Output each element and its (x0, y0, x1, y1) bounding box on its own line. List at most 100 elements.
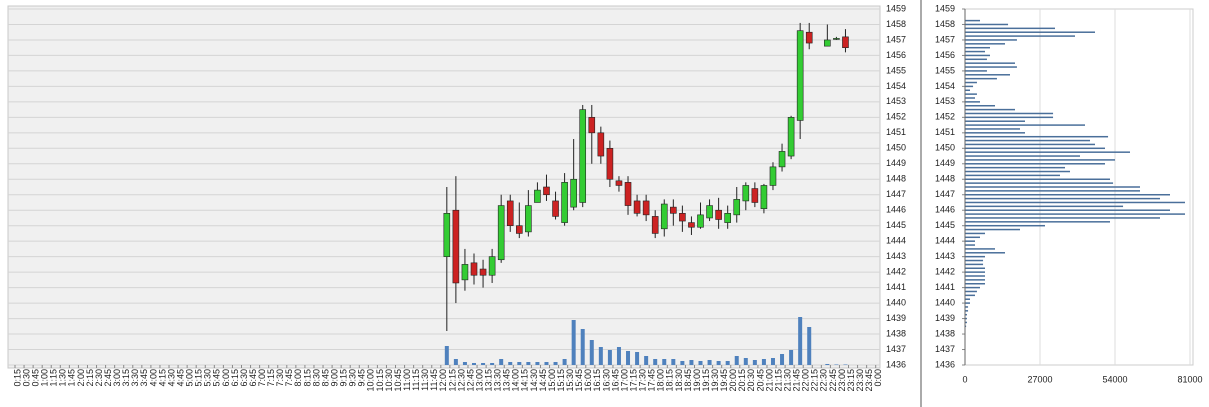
candle-body (470, 262, 478, 276)
x-tick-label: 13:15 (483, 369, 493, 392)
candle-body (615, 180, 623, 186)
volume-bar (734, 356, 739, 365)
candle-body (651, 216, 659, 234)
x-tick-label: 19:30 (710, 369, 720, 392)
y-tick-label: 1454 (886, 81, 906, 91)
profile-bar (965, 77, 997, 80)
profile-bar (965, 151, 1130, 153)
candle-body (760, 185, 768, 209)
y-tick-label: 1437 (935, 344, 955, 354)
volume-bar (508, 362, 513, 365)
x-tick-label: 54000 (1102, 374, 1127, 384)
volume-bar (789, 350, 794, 365)
volume-bar (444, 346, 449, 365)
candle-body (660, 203, 668, 230)
y-tick-label: 1447 (886, 189, 906, 199)
y-tick-label: 1450 (886, 143, 906, 153)
x-tick-label: 1:00 (40, 369, 50, 387)
x-tick-label: 18:15 (665, 369, 675, 392)
x-tick-label: 17:30 (638, 369, 648, 392)
y-tick-label: 1442 (886, 267, 906, 277)
profile-bar (965, 93, 977, 95)
x-tick-label: 3:00 (112, 369, 122, 387)
x-tick-label: 11:30 (420, 369, 430, 391)
candle-body (679, 213, 686, 222)
x-tick-label: 15:15 (556, 369, 566, 392)
volume-bar (607, 350, 612, 365)
profile-bar (965, 46, 990, 49)
x-tick-label: 18:45 (683, 369, 693, 392)
profile-bar (965, 70, 987, 72)
x-tick-label: 15:45 (574, 369, 584, 392)
x-tick-label: 16:45 (610, 369, 620, 392)
y-tick-label: 1443 (935, 251, 955, 261)
volume-bar (535, 362, 540, 365)
profile-bar (965, 290, 977, 293)
y-tick-label: 1452 (886, 112, 906, 122)
candle-body (588, 117, 596, 134)
profile-bar (965, 112, 1054, 115)
volume-bar (807, 327, 812, 365)
profile-bar (965, 101, 980, 103)
x-tick-label: 11:15 (411, 369, 421, 391)
volume-bar (580, 329, 585, 365)
x-tick-label: 23:00 (837, 369, 847, 392)
profile-bar (965, 139, 1090, 142)
candle-body (506, 200, 514, 226)
profile-bar (965, 286, 980, 289)
x-tick-label: 10:30 (384, 369, 394, 392)
candle-body (597, 132, 605, 157)
x-tick-label: 21:30 (782, 369, 792, 392)
profile-bar (965, 313, 967, 316)
y-tick-label: 1445 (935, 220, 955, 230)
candle-body (715, 209, 722, 220)
y-tick-label: 1448 (935, 174, 955, 184)
candle-body (579, 109, 587, 203)
x-tick-label: 23:15 (846, 369, 856, 392)
volume-bar (589, 340, 594, 365)
x-tick-label: 13:00 (474, 369, 484, 392)
y-tick-label: 1441 (886, 282, 906, 292)
y-tick-label: 1455 (935, 65, 955, 75)
y-tick-label: 1453 (886, 96, 906, 106)
profile-bar (965, 232, 985, 235)
x-tick-label: 2:45 (103, 369, 113, 387)
x-tick-label: 15:00 (547, 369, 557, 392)
x-tick-label: 5:45 (212, 369, 222, 387)
y-tick-label: 1444 (886, 236, 906, 246)
profile-bar (965, 186, 1140, 188)
volume-bar (598, 347, 603, 365)
y-tick-label: 1442 (935, 267, 955, 277)
volume-bar (616, 347, 621, 365)
profile-bar (965, 201, 1185, 204)
y-tick-label: 1456 (886, 50, 906, 60)
y-tick-label: 1459 (886, 3, 906, 13)
x-tick-label: 14:00 (511, 369, 521, 392)
profile-bar (965, 62, 1015, 64)
profile-bar (965, 252, 1005, 254)
x-tick-label: 16:30 (601, 369, 611, 392)
profile-bar (965, 302, 970, 304)
x-tick-label: 13:30 (493, 369, 503, 392)
profile-bar (965, 221, 1110, 223)
y-tick-label: 1446 (886, 205, 906, 215)
volume-bar (743, 358, 748, 365)
y-tick-label: 1453 (935, 96, 955, 106)
candle-body (525, 205, 532, 233)
volume-bar (490, 363, 495, 365)
profile-bar (965, 259, 984, 262)
volume-bar (517, 362, 522, 365)
profile-bar (965, 294, 975, 297)
y-tick-label: 1440 (935, 297, 955, 307)
profile-bar (965, 263, 984, 266)
x-tick-label: 22:00 (801, 369, 811, 392)
x-tick-label: 27000 (1027, 374, 1052, 384)
x-tick-label: 17:00 (619, 369, 629, 392)
profile-bar (965, 132, 1025, 134)
y-tick-label: 1457 (935, 34, 955, 44)
profile-bar (965, 108, 1015, 111)
profile-bar (965, 124, 1085, 126)
profile-bar (965, 205, 1124, 208)
profile-bar (965, 135, 1109, 138)
y-tick-label: 1454 (935, 81, 955, 91)
